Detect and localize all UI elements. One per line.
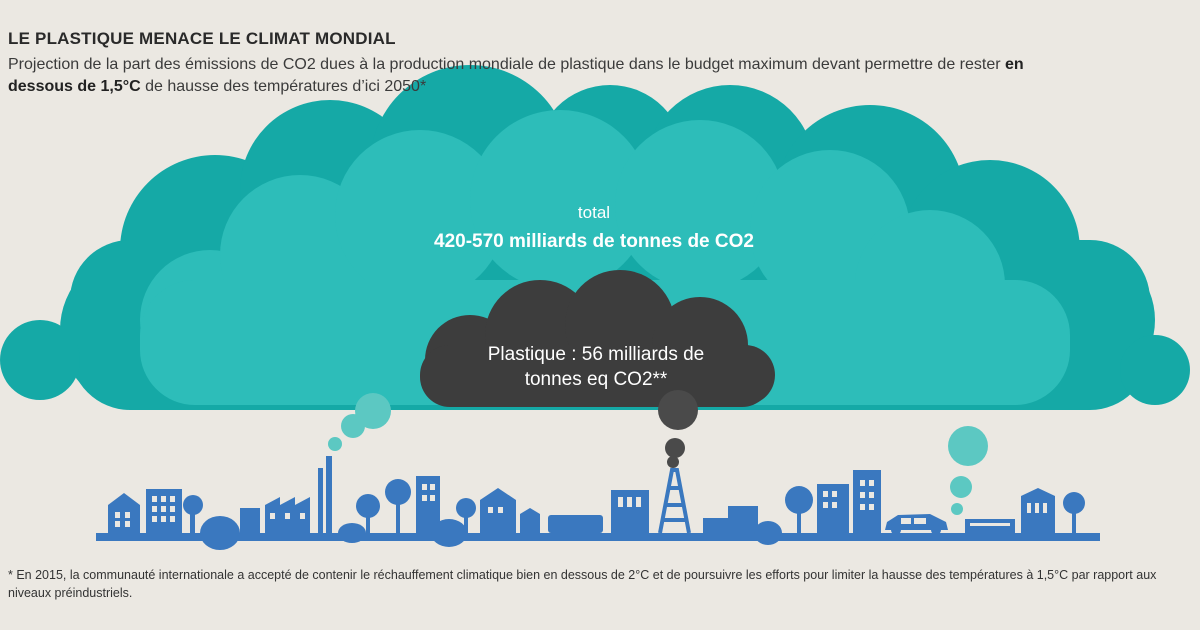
bush <box>754 521 782 545</box>
chimney <box>326 456 332 533</box>
smoke-puff-teal <box>951 503 963 515</box>
page-title: LE PLASTIQUE MENACE LE CLIMAT MONDIAL <box>8 29 396 48</box>
building <box>728 506 758 533</box>
building <box>548 515 603 533</box>
smoke-puff-teal <box>341 414 365 438</box>
subtitle-emphasis: en dessous de 1,5°C <box>8 56 1024 95</box>
bush <box>431 519 467 547</box>
building <box>240 508 260 533</box>
subtitle-text: Projection de la part des émissions de C… <box>8 56 1005 73</box>
building <box>853 470 881 533</box>
building <box>703 518 728 533</box>
bush <box>338 523 366 543</box>
smoke-puff-teal <box>355 393 391 429</box>
city-skyline <box>96 456 1100 550</box>
plastic-label-line1: Plastique : 56 milliards de <box>488 344 705 365</box>
plastic-label-line2: tonnes eq CO2** <box>525 369 668 390</box>
bush <box>200 516 240 550</box>
building <box>611 490 649 533</box>
total-value: 420-570 milliards de tonnes de CO2 <box>434 231 754 252</box>
subtitle-text-end: de hausse des températures d’ici 2050* <box>140 78 427 95</box>
smoke-puffs <box>328 390 988 515</box>
page-subtitle: Projection de la part des émissions de C… <box>8 54 1068 98</box>
total-label: total <box>578 203 610 222</box>
smoke-puff-teal <box>950 476 972 498</box>
building-windows <box>115 480 1047 527</box>
ground-line <box>96 533 1100 541</box>
oil-derrick <box>658 468 691 534</box>
smoke-puff-teal <box>948 426 988 466</box>
smoke-puff-grey <box>658 390 698 430</box>
building <box>108 493 140 533</box>
smoke-puff-grey <box>665 438 685 458</box>
building <box>520 508 540 533</box>
building <box>416 476 440 533</box>
footnote: * En 2015, la communauté internationale … <box>8 568 1157 600</box>
smoke-puff-teal <box>328 437 342 451</box>
smoke-puff-grey <box>667 456 679 468</box>
chimney <box>318 468 323 533</box>
